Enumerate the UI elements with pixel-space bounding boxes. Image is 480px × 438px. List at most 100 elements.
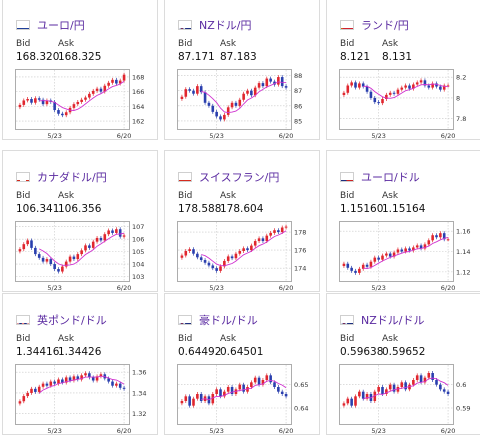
candle-body — [88, 94, 91, 98]
candle-body — [188, 89, 191, 91]
candle-body — [76, 102, 79, 104]
y-tick-label: 166 — [132, 88, 144, 96]
candle-body — [447, 392, 450, 394]
uk-flag-icon — [16, 315, 30, 325]
candle-body — [246, 248, 249, 250]
card-title-row[interactable]: 英ポンド/ドル — [16, 312, 107, 328]
candle-body — [366, 265, 369, 267]
x-tick-label: 5/23 — [371, 427, 386, 435]
currency-pair-title[interactable]: スイスフラン/円 — [199, 169, 279, 185]
candle-body — [265, 375, 268, 380]
candle-body — [377, 102, 380, 103]
candle-body — [208, 263, 211, 266]
candle-body — [377, 387, 380, 392]
candle-body — [400, 382, 403, 387]
candle-body — [281, 228, 284, 233]
candle-body — [389, 254, 392, 257]
candle-body — [123, 235, 126, 236]
x-tick-label: 6/20 — [279, 284, 294, 292]
ch-flag-icon — [178, 172, 192, 182]
y-tick-label: 0.6 — [456, 381, 466, 389]
candle-body — [84, 373, 87, 375]
bid-label: Bid — [340, 39, 354, 49]
currency-pair-title[interactable]: カナダドル/円 — [37, 169, 107, 185]
currency-pair-title[interactable]: NZドル/円 — [199, 17, 251, 33]
candle-body — [254, 241, 257, 246]
candle-body — [285, 394, 288, 396]
currency-pair-title[interactable]: NZドル/ドル — [361, 312, 424, 328]
candle-body — [204, 260, 207, 263]
candle-body — [219, 116, 222, 119]
currency-pair-title[interactable]: ユーロ/円 — [37, 17, 85, 33]
candle-body — [358, 83, 361, 87]
ask-value: 1.34426 — [58, 346, 101, 358]
candle-body — [350, 399, 353, 406]
ask-label: Ask — [220, 334, 236, 344]
x-tick-label: 6/20 — [117, 284, 132, 292]
x-tick-label: 5/23 — [209, 132, 224, 140]
candle-body — [373, 258, 376, 262]
card-title-row[interactable]: ユーロ/ドル — [340, 169, 420, 185]
x-tick-label: 5/23 — [47, 427, 62, 435]
candle-body — [443, 389, 446, 391]
ask-value: 0.59652 — [382, 346, 425, 358]
y-tick-label: 1.14 — [456, 248, 470, 256]
candle-body — [46, 384, 49, 386]
candle-body — [208, 103, 211, 106]
y-tick-label: 106 — [132, 236, 144, 244]
ask-label: Ask — [382, 334, 398, 344]
candle-body — [381, 99, 384, 103]
y-tick-label: 0.65 — [294, 381, 308, 389]
currency-pair-title[interactable]: 豪ドル/ドル — [199, 312, 258, 328]
candle-body — [258, 378, 261, 385]
candle-body — [427, 373, 430, 378]
candle-body — [273, 382, 276, 387]
currency-pair-title[interactable]: ユーロ/ドル — [361, 169, 420, 185]
candle-body — [381, 256, 384, 260]
card-title-row[interactable]: NZドル/ドル — [340, 312, 424, 328]
x-tick-label: 5/23 — [371, 132, 386, 140]
candle-body — [22, 100, 25, 104]
card-title-row[interactable]: 豪ドル/ドル — [178, 312, 258, 328]
card-title-row[interactable]: ユーロ/円 — [16, 17, 85, 33]
candle-body — [389, 93, 392, 95]
card-title-row[interactable]: ランド/円 — [340, 17, 409, 33]
candle-body — [38, 387, 41, 392]
candle-body — [80, 100, 83, 102]
ask-value: 1.15164 — [382, 203, 425, 215]
candle-body — [238, 100, 241, 106]
bid-label: Bid — [16, 191, 30, 201]
candle-body — [343, 93, 346, 95]
bid-label: Bid — [178, 334, 192, 344]
x-tick-label: 5/23 — [371, 284, 386, 292]
ask-label: Ask — [220, 39, 236, 49]
ask-label: Ask — [58, 39, 74, 49]
currency-pair-title[interactable]: 英ポンド/ドル — [37, 312, 107, 328]
x-tick-label: 6/20 — [441, 427, 456, 435]
x-tick-label: 6/20 — [441, 284, 456, 292]
bid-value: 106.341 — [16, 203, 59, 215]
card-title-row[interactable]: NZドル/円 — [178, 17, 251, 33]
candle-body — [412, 380, 415, 385]
card-title-row[interactable]: カナダドル/円 — [16, 169, 107, 185]
card-title-row[interactable]: スイスフラン/円 — [178, 169, 279, 185]
currency-pair-title[interactable]: ランド/円 — [361, 17, 409, 33]
